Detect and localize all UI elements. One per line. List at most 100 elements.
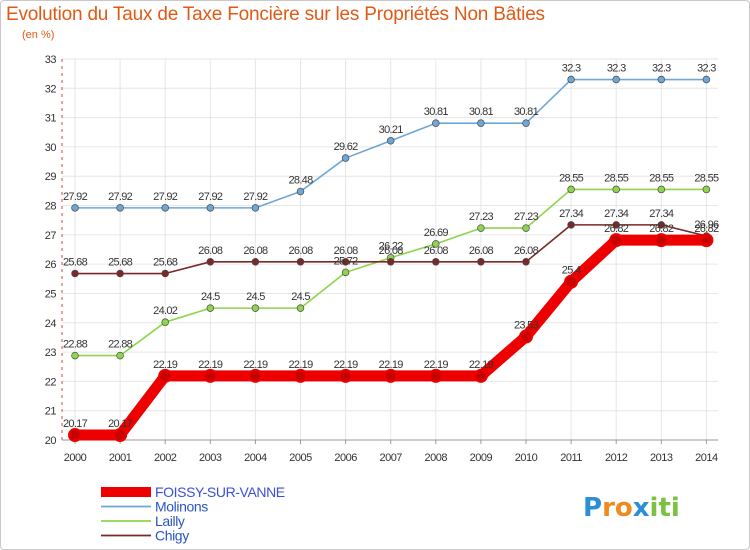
data-point bbox=[296, 187, 305, 196]
data-label: 26.08 bbox=[243, 245, 268, 257]
data-point bbox=[248, 368, 263, 383]
data-label: 24.5 bbox=[246, 291, 265, 303]
data-point bbox=[161, 269, 169, 278]
data-label: 25.68 bbox=[108, 257, 133, 269]
data-point bbox=[612, 75, 620, 84]
data-label: 22.19 bbox=[288, 359, 313, 371]
data-point bbox=[383, 368, 398, 383]
data-point bbox=[161, 204, 169, 212]
x-tick-label: 2007 bbox=[379, 452, 402, 464]
y-tick-label: 21 bbox=[45, 406, 57, 418]
data-point bbox=[477, 119, 485, 127]
logo-letter: i bbox=[671, 493, 680, 523]
data-point bbox=[657, 75, 666, 84]
data-point bbox=[116, 204, 124, 212]
data-point bbox=[657, 185, 666, 194]
y-tick-label: 27 bbox=[45, 230, 57, 242]
x-tick-label: 2011 bbox=[560, 452, 582, 464]
data-label: 26.22 bbox=[379, 241, 404, 253]
data-label: 25.4 bbox=[562, 265, 581, 277]
data-label: 26.82 bbox=[604, 223, 629, 235]
data-label: 22.88 bbox=[63, 339, 88, 351]
data-label: 27.34 bbox=[559, 208, 584, 220]
data-point bbox=[609, 233, 624, 248]
y-tick-label: 30 bbox=[45, 142, 57, 154]
x-tick-label: 2013 bbox=[650, 452, 673, 464]
data-point bbox=[522, 224, 530, 232]
data-label: 25.68 bbox=[63, 257, 88, 269]
data-label: 24.5 bbox=[291, 291, 310, 303]
data-point bbox=[296, 304, 305, 312]
y-tick-label: 20 bbox=[45, 435, 57, 447]
data-label: 24.5 bbox=[201, 291, 220, 303]
data-label: 27.92 bbox=[198, 191, 223, 203]
legend-label: Molinons bbox=[155, 499, 208, 515]
x-tick-label: 2010 bbox=[515, 452, 538, 464]
data-point bbox=[251, 258, 260, 266]
data-label: 32.3 bbox=[562, 63, 581, 75]
logo-letter: i bbox=[650, 493, 659, 523]
data-point bbox=[522, 258, 530, 266]
data-label: 24.02 bbox=[153, 305, 178, 317]
data-point bbox=[296, 258, 305, 266]
data-point bbox=[158, 368, 173, 383]
data-point bbox=[203, 368, 218, 383]
y-tick-label: 24 bbox=[45, 318, 57, 330]
data-label: 28.48 bbox=[288, 174, 313, 186]
data-label: 27.23 bbox=[514, 211, 539, 223]
y-tick-label: 33 bbox=[45, 54, 57, 66]
y-tick-label: 32 bbox=[45, 83, 57, 95]
data-point bbox=[71, 204, 79, 212]
data-point bbox=[567, 221, 575, 229]
x-tick-label: 2004 bbox=[244, 452, 267, 464]
data-label: 22.19 bbox=[243, 359, 268, 371]
data-point bbox=[654, 233, 669, 248]
legend-label: Chigy bbox=[155, 528, 189, 544]
data-point bbox=[341, 268, 350, 277]
data-point bbox=[702, 75, 711, 84]
x-tick-label: 2002 bbox=[154, 452, 177, 464]
data-label: 28.55 bbox=[559, 172, 584, 184]
data-point bbox=[113, 428, 128, 443]
data-point bbox=[564, 274, 579, 289]
data-label: 28.55 bbox=[604, 172, 629, 184]
data-point bbox=[522, 119, 530, 127]
y-tick-label: 31 bbox=[45, 113, 57, 125]
data-label: 27.23 bbox=[469, 211, 494, 223]
data-point bbox=[251, 304, 260, 312]
data-label: 32.3 bbox=[697, 63, 716, 75]
data-label: 27.92 bbox=[63, 191, 88, 203]
data-label: 20.17 bbox=[63, 418, 88, 430]
data-point bbox=[567, 75, 575, 84]
data-point bbox=[116, 351, 124, 360]
data-label: 25.68 bbox=[153, 257, 178, 269]
data-point bbox=[432, 240, 440, 248]
y-tick-label: 29 bbox=[45, 171, 57, 183]
data-label: 22.19 bbox=[198, 359, 223, 371]
data-label: 27.34 bbox=[649, 208, 674, 220]
x-tick-label: 2000 bbox=[64, 452, 87, 464]
data-label: 26.96 bbox=[694, 219, 719, 231]
data-label: 20.17 bbox=[108, 418, 133, 430]
data-label: 26.82 bbox=[649, 223, 674, 235]
data-point bbox=[473, 368, 488, 383]
data-label: 30.81 bbox=[514, 106, 539, 118]
data-point bbox=[341, 154, 350, 162]
data-point bbox=[161, 318, 169, 326]
logo-letter: x bbox=[633, 493, 650, 523]
x-tick-label: 2006 bbox=[334, 452, 357, 464]
data-point bbox=[699, 233, 714, 248]
y-tick-label: 22 bbox=[45, 376, 57, 388]
data-label: 26.82 bbox=[694, 223, 719, 235]
data-point bbox=[477, 224, 485, 232]
data-point bbox=[251, 204, 260, 212]
data-point bbox=[657, 221, 666, 229]
data-label: 25.72 bbox=[334, 255, 359, 267]
data-point bbox=[477, 258, 485, 266]
logo-letter: r bbox=[602, 493, 615, 523]
data-label: 26.08 bbox=[469, 245, 494, 257]
data-label: 32.3 bbox=[652, 63, 671, 75]
data-point bbox=[432, 258, 440, 266]
data-label: 27.92 bbox=[108, 191, 133, 203]
data-label: 32.3 bbox=[607, 63, 626, 75]
